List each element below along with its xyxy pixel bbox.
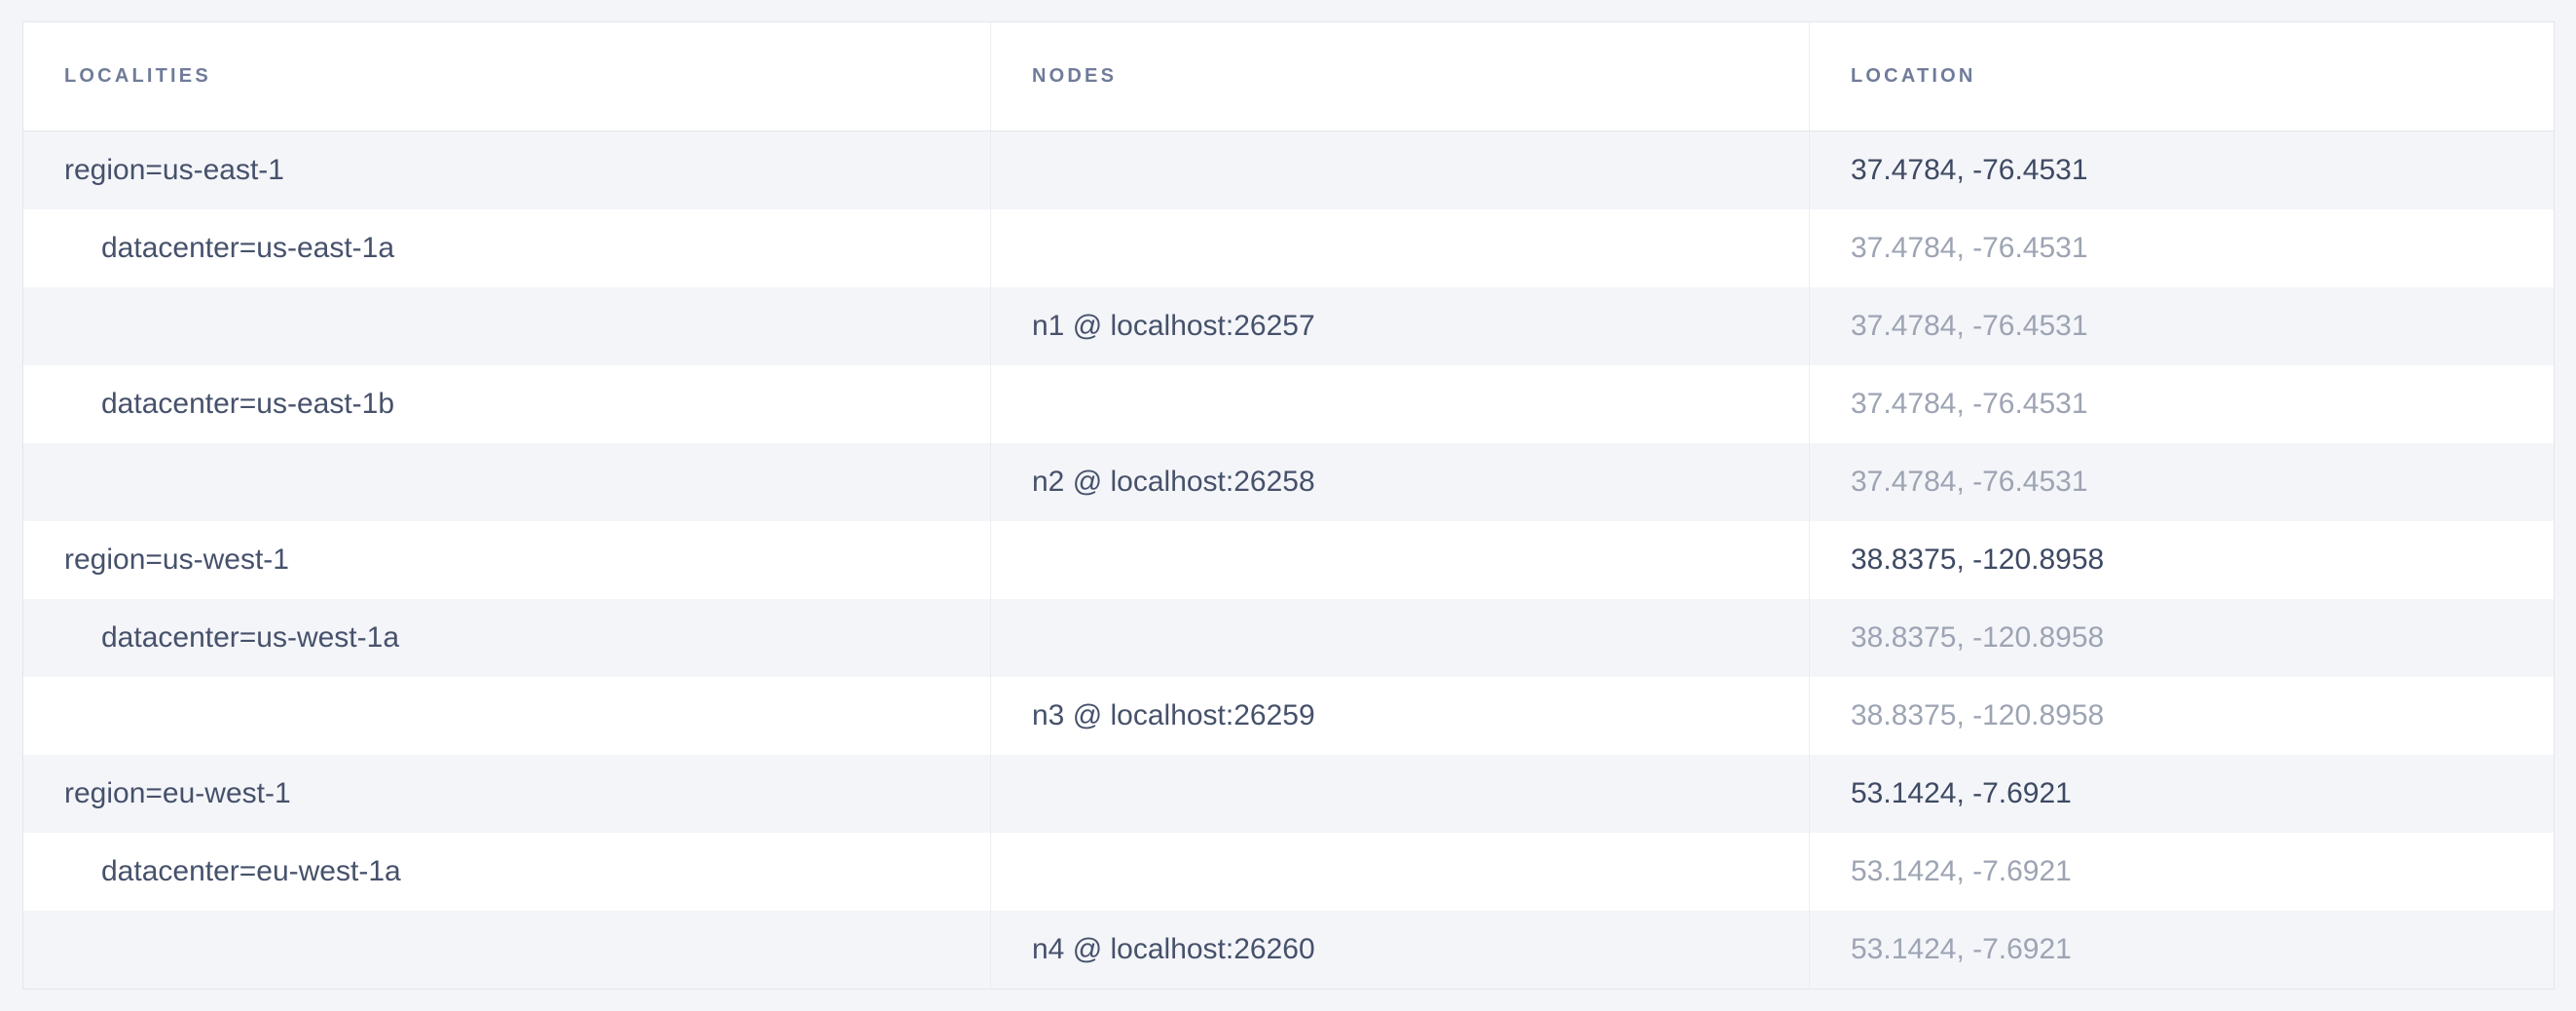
node-cell [990,755,1810,833]
column-header-nodes: NODES [990,21,1810,131]
table-header: LOCALITIES NODES LOCATION [22,21,2555,131]
locality-cell [22,443,991,521]
node-cell: n1 @ localhost:26257 [990,287,1810,365]
locality-cell: datacenter=eu-west-1a [101,855,401,887]
node-cell: n3 @ localhost:26259 [990,677,1810,755]
locality-cell: region=eu-west-1 [22,755,991,833]
node-cell: n4 @ localhost:26260 [990,911,1810,990]
locality-cell [22,911,991,990]
location-cell: 53.1424, -7.6921 [1809,911,2555,990]
locality-cell: datacenter=us-east-1a [101,232,395,264]
node-cell: n2 @ localhost:26258 [990,443,1810,521]
locality-cell: datacenter=us-east-1b [101,388,395,420]
node-cell [990,131,1810,209]
table-row: region=us-east-1 37.4784, -76.4531 [22,131,2555,209]
node-cell [990,365,1810,443]
location-cell: 53.1424, -7.6921 [1809,833,2555,911]
node-cell [990,521,1810,599]
localities-table: LOCALITIES NODES LOCATION region=us-east… [22,21,2555,990]
location-cell: 37.4784, -76.4531 [1809,131,2555,209]
column-header-location: LOCATION [1809,21,2555,131]
locality-cell: region=us-east-1 [22,131,991,209]
location-cell: 37.4784, -76.4531 [1809,443,2555,521]
node-cell [990,599,1810,677]
table-row: n3 @ localhost:26259 38.8375, -120.8958 [23,677,2555,755]
table-header-row: LOCALITIES NODES LOCATION [22,21,2555,131]
location-cell: 53.1424, -7.6921 [1809,755,2555,833]
table-row: n2 @ localhost:26258 37.4784, -76.4531 [22,443,2555,521]
table-row: datacenter=eu-west-1a 53.1424, -7.6921 [23,833,2555,911]
column-header-localities: LOCALITIES [22,21,991,131]
table-row: datacenter=us-east-1a 37.4784, -76.4531 [23,209,2555,287]
table-row: n4 @ localhost:26260 53.1424, -7.6921 [22,911,2555,990]
location-cell: 38.8375, -120.8958 [1809,521,2555,599]
location-cell: 38.8375, -120.8958 [1809,599,2555,677]
location-cell: 37.4784, -76.4531 [1809,209,2555,287]
locality-cell [22,287,991,365]
table-row: region=us-west-1 38.8375, -120.8958 [23,521,2555,599]
location-cell: 37.4784, -76.4531 [1809,287,2555,365]
table-row: datacenter=us-west-1a 38.8375, -120.8958 [22,599,2555,677]
table-row: datacenter=us-east-1b 37.4784, -76.4531 [23,365,2555,443]
locality-cell: datacenter=us-west-1a [22,599,991,677]
location-cell: 37.4784, -76.4531 [1809,365,2555,443]
table-body: region=us-east-1 37.4784, -76.4531 datacen… [22,131,2555,990]
node-cell [990,209,1810,287]
locality-cell: region=us-west-1 [64,543,289,576]
locality-cell [23,677,991,755]
table-row: region=eu-west-1 53.1424, -7.6921 [22,755,2555,833]
node-cell [990,833,1810,911]
location-cell: 38.8375, -120.8958 [1809,677,2555,755]
table-row: n1 @ localhost:26257 37.4784, -76.4531 [22,287,2555,365]
